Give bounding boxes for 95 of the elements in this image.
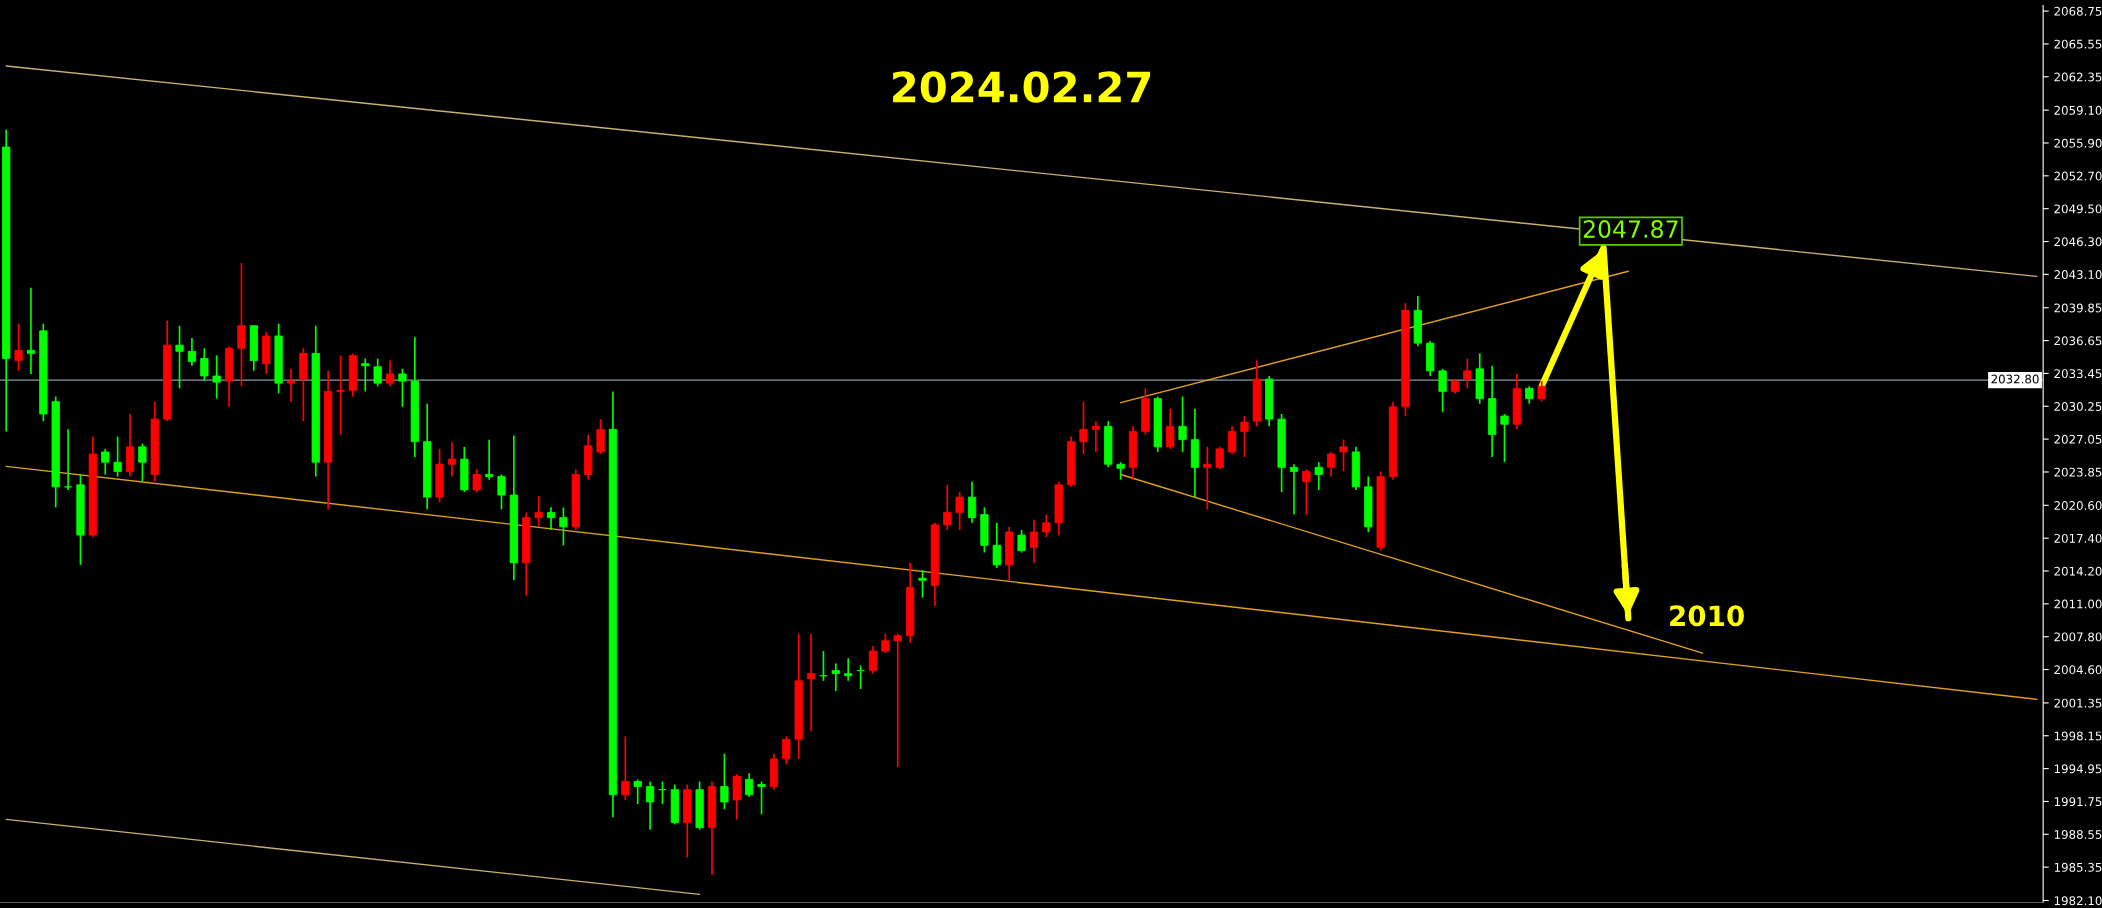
y-tick-label: 1994.95 — [2054, 764, 2102, 774]
candlestick — [447, 440, 457, 478]
y-tick-label: 2007.80 — [2054, 632, 2102, 642]
candlestick — [373, 357, 382, 388]
candlestick — [497, 473, 506, 511]
candlestick — [1327, 451, 1336, 478]
candlestick — [893, 632, 902, 768]
candlestick — [1091, 420, 1100, 453]
candlestick — [992, 521, 1001, 569]
y-tick-label: 2055.90 — [2054, 138, 2102, 148]
y-tick-label: 2049.50 — [2054, 204, 2102, 214]
candlestick — [1079, 400, 1088, 455]
annotation: 2010 — [1670, 605, 1744, 627]
candlestick — [955, 491, 964, 531]
y-tick-label: 2052.70 — [2054, 171, 2102, 181]
text: 2024.02.27 — [893, 71, 1151, 103]
candlestick — [138, 442, 147, 483]
candlestick — [26, 286, 36, 375]
candlestick — [212, 354, 221, 400]
y-tick-label: 2039.85 — [2054, 303, 2102, 313]
candlestick — [1537, 380, 1546, 403]
candlestick — [621, 735, 630, 801]
candlestick — [633, 778, 642, 805]
candlestick — [14, 322, 23, 372]
ref-line-label: 2032.80 — [1991, 374, 2039, 384]
candlestick — [398, 367, 407, 408]
y-tick-label: 2062.35 — [2054, 72, 2102, 82]
candlestick — [101, 448, 110, 476]
candlestick — [472, 468, 481, 493]
annotation: 2047.87 — [1583, 220, 1678, 238]
candlestick — [1166, 408, 1175, 450]
candlestick — [1029, 518, 1039, 564]
y-tick-label: 2001.35 — [2054, 698, 2102, 708]
candlestick — [1017, 529, 1026, 554]
y-tick-label: 2023.85 — [2054, 467, 2102, 477]
candlestick — [534, 495, 543, 528]
candlestick — [1302, 468, 1311, 516]
candlestick — [1178, 395, 1187, 453]
candlestick — [187, 337, 197, 367]
candlestick — [732, 773, 741, 821]
candlestick — [596, 418, 605, 455]
candlestick — [806, 632, 816, 732]
candlestick — [1042, 513, 1051, 538]
y-tick-label: 1985.35 — [2054, 862, 2102, 872]
candlestick — [175, 324, 184, 390]
candlestick — [1203, 445, 1212, 511]
y-tick-label: 2065.55 — [2054, 39, 2102, 49]
y-tick-label: 2011.00 — [2054, 599, 2102, 609]
candlestick — [484, 438, 494, 481]
candlestick — [385, 359, 395, 388]
candlestick — [113, 435, 122, 478]
candlestick — [1227, 425, 1237, 455]
candlestick — [757, 780, 766, 816]
candlestick — [546, 506, 556, 531]
candlestick — [1289, 463, 1299, 516]
y-tick-label: 2017.40 — [2054, 533, 2102, 543]
candlestick — [361, 357, 370, 393]
candlestick — [1339, 438, 1348, 473]
candlestick — [918, 569, 927, 599]
candlestick — [844, 657, 853, 682]
candlestick — [1500, 413, 1509, 464]
y-tick-label: 2059.10 — [2054, 105, 2102, 115]
y-tick-label: 2020.60 — [2054, 501, 2102, 510]
candlestick — [1438, 367, 1447, 413]
candlestick — [1215, 445, 1224, 471]
y-tick-label: 1988.55 — [2054, 830, 2102, 839]
candlestick — [1463, 357, 1472, 390]
y-tick-label: 2014.20 — [2054, 566, 2102, 576]
candlestick — [559, 506, 568, 547]
candlestick — [831, 662, 840, 692]
candlestick — [720, 752, 729, 810]
candlestick — [881, 632, 890, 654]
candlestick — [967, 480, 977, 524]
y-tick-label: 2027.05 — [2054, 434, 2102, 444]
candlestick — [745, 772, 754, 798]
candlestick — [868, 645, 878, 675]
y-tick-label: 2043.10 — [2054, 270, 2102, 280]
candlestick — [237, 262, 246, 388]
candlestick — [286, 367, 296, 403]
y-tick-label: 2068.75 — [2054, 6, 2102, 16]
y-tick-label: 1991.75 — [2054, 797, 2102, 807]
candlestick — [645, 780, 655, 831]
candlestick — [336, 354, 345, 436]
y-tick-label: 2033.45 — [2054, 369, 2102, 379]
y-tick-label: 2036.65 — [2054, 336, 2102, 346]
y-tick-label: 1998.15 — [2054, 731, 2102, 741]
candlestick — [1240, 415, 1249, 458]
candlestick — [943, 483, 952, 531]
candlestick — [200, 347, 209, 382]
y-tick-label: 2030.25 — [2054, 401, 2102, 411]
candlestick — [1314, 461, 1323, 491]
candlestick — [782, 735, 791, 765]
y-tick-label: 1982.10 — [2054, 896, 2102, 906]
y-tick-label: 2004.60 — [2054, 665, 2102, 675]
y-tick-label: 2046.30 — [2054, 237, 2102, 247]
